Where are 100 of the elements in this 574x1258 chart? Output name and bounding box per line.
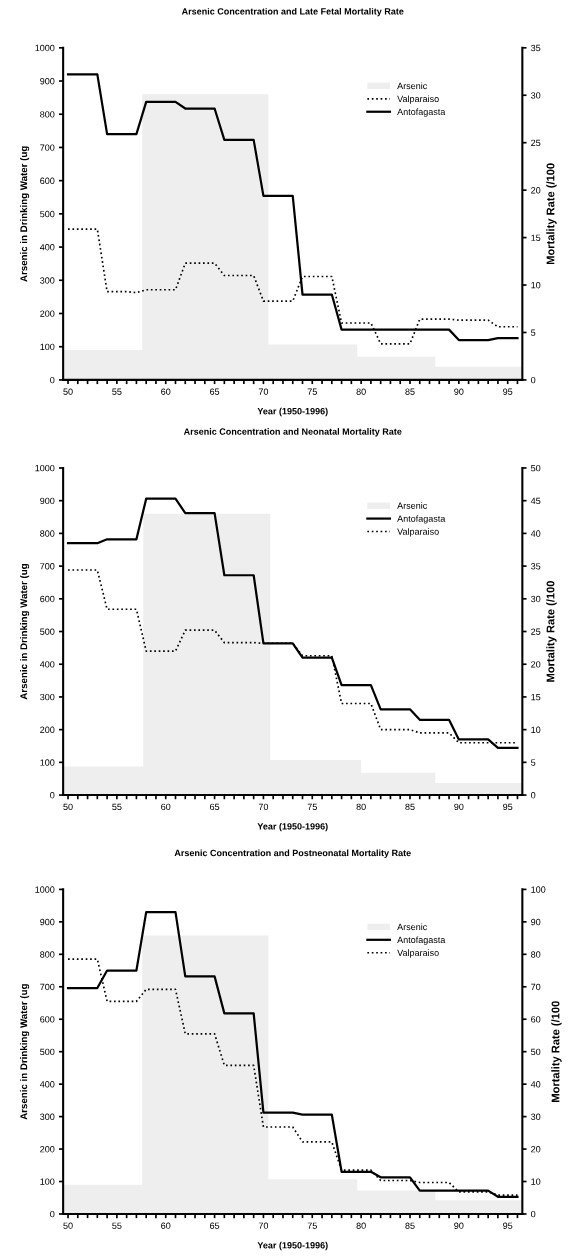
x-tick-label: 65 bbox=[210, 1222, 220, 1229]
y2-tick-label: 15 bbox=[531, 693, 541, 701]
y-tick-label: 400 bbox=[39, 244, 55, 251]
y2-tick-label: 45 bbox=[530, 497, 541, 505]
x-tick-label: 60 bbox=[161, 388, 171, 395]
x-tick-label: 85 bbox=[405, 1222, 415, 1229]
y-tick-label: 800 bbox=[40, 111, 55, 118]
y-tick-label: 200 bbox=[40, 726, 55, 733]
y2-tick-label: 35 bbox=[531, 563, 541, 570]
x-tick-label: 80 bbox=[356, 388, 366, 395]
y2-tick-label: 0 bbox=[531, 1210, 536, 1218]
y-tick-label: 400 bbox=[39, 661, 55, 668]
y-tick-label: 100 bbox=[40, 759, 55, 766]
y2-tick-label: 25 bbox=[531, 139, 541, 147]
y2-tick-label: 30 bbox=[531, 1113, 541, 1120]
x-tick-label: 80 bbox=[356, 1222, 366, 1229]
x-tick-label: 90 bbox=[454, 388, 464, 395]
legend-label: Arsenic bbox=[397, 502, 428, 509]
chart-title: Arsenic Concentration and Late Fetal Mortality Rate bbox=[181, 7, 404, 17]
y2-axis-title: Mortality Rate (/100 bbox=[546, 163, 557, 265]
y-tick-label: 1000 bbox=[35, 886, 55, 893]
x-axis-title: Year (1950-1996) bbox=[257, 822, 328, 832]
x-tick-label: 50 bbox=[63, 803, 73, 811]
y2-tick-label: 0 bbox=[531, 792, 536, 799]
y-tick-label: 600 bbox=[40, 595, 55, 603]
y-tick-label: 300 bbox=[40, 693, 55, 701]
y-tick-label: 400 bbox=[39, 1081, 55, 1088]
x-tick-label: 75 bbox=[307, 388, 317, 395]
y-tick-label: 0 bbox=[50, 792, 55, 799]
y-tick-label: 700 bbox=[40, 144, 55, 151]
x-tick-label: 70 bbox=[258, 1222, 269, 1229]
x-tick-label: 75 bbox=[307, 803, 317, 811]
y-tick-label: 200 bbox=[40, 1146, 55, 1153]
y2-tick-label: 15 bbox=[531, 234, 541, 241]
x-tick-label: 55 bbox=[112, 1222, 122, 1229]
x-tick-label: 70 bbox=[258, 388, 269, 395]
legend-label: Antofagasta bbox=[397, 108, 446, 117]
y2-axis-title: Mortality Rate (/100 bbox=[551, 1001, 562, 1102]
y-tick-label: 1000 bbox=[35, 44, 55, 52]
x-tick-label: 70 bbox=[258, 803, 269, 811]
legend-label: Antofagasta bbox=[397, 936, 446, 945]
y-tick-label: 800 bbox=[40, 530, 55, 537]
y-tick-label: 700 bbox=[40, 983, 55, 991]
legend-label: Arsenic bbox=[397, 923, 428, 931]
y-tick-label: 100 bbox=[40, 343, 55, 351]
x-tick-label: 50 bbox=[63, 388, 73, 395]
y-tick-label: 100 bbox=[40, 1178, 55, 1185]
x-tick-label: 75 bbox=[307, 1222, 317, 1229]
y-tick-label: 900 bbox=[40, 918, 55, 926]
y-axis-title: Arsenic in Drinking Water (ug bbox=[20, 146, 30, 282]
y2-tick-label: 80 bbox=[531, 951, 541, 958]
line-series bbox=[66, 73, 519, 342]
y2-tick-label: 20 bbox=[531, 661, 541, 668]
y-tick-label: 900 bbox=[40, 77, 55, 85]
y2-tick-label: 50 bbox=[531, 1048, 541, 1056]
x-tick-label: 60 bbox=[161, 1222, 171, 1229]
legend-label: Valparaiso bbox=[397, 95, 439, 104]
y2-tick-label: 5 bbox=[531, 329, 536, 336]
legend-label: Valparaiso bbox=[397, 528, 439, 537]
line-series bbox=[66, 497, 519, 750]
x-tick-label: 85 bbox=[405, 803, 415, 811]
y-tick-label: 800 bbox=[40, 951, 55, 958]
y2-tick-label: 30 bbox=[531, 92, 541, 99]
y-tick-label: 1000 bbox=[35, 464, 55, 472]
y2-tick-label: 30 bbox=[531, 595, 541, 603]
y-axis-title: Arsenic in Drinking Water (ug bbox=[20, 984, 30, 1120]
y2-tick-label: 10 bbox=[531, 726, 541, 733]
x-tick-label: 80 bbox=[356, 803, 366, 811]
y2-tick-label: 100 bbox=[531, 886, 546, 893]
x-tick-label: 65 bbox=[210, 803, 220, 811]
y-tick-label: 200 bbox=[40, 310, 55, 317]
y2-tick-label: 40 bbox=[530, 530, 541, 537]
legend-label: Valparaiso bbox=[397, 949, 439, 958]
y2-tick-label: 60 bbox=[531, 1016, 541, 1023]
y-tick-label: 700 bbox=[40, 563, 55, 570]
x-tick-label: 60 bbox=[161, 803, 171, 811]
chart-title: Arsenic Concentration and Postneonatal Mortality Rate bbox=[174, 849, 411, 858]
y-tick-label: 0 bbox=[50, 1210, 55, 1218]
y-tick-label: 600 bbox=[40, 1016, 55, 1023]
y2-tick-label: 5 bbox=[531, 759, 536, 766]
y-tick-label: 900 bbox=[40, 497, 55, 505]
y2-axis-title: Mortality Rate (/100 bbox=[546, 581, 557, 682]
y2-tick-label: 20 bbox=[531, 187, 541, 194]
x-axis-title: Year (1950-1996) bbox=[257, 1241, 328, 1251]
y2-tick-label: 70 bbox=[531, 983, 541, 991]
x-tick-label: 85 bbox=[405, 388, 415, 395]
y2-tick-label: 50 bbox=[531, 464, 541, 472]
y2-tick-label: 35 bbox=[531, 44, 541, 52]
y2-tick-label: 90 bbox=[531, 918, 541, 926]
y-tick-label: 500 bbox=[40, 628, 55, 635]
y-tick-label: 500 bbox=[40, 210, 55, 218]
y2-tick-label: 10 bbox=[531, 281, 541, 289]
x-tick-label: 50 bbox=[63, 1222, 73, 1229]
y-tick-label: 300 bbox=[40, 1113, 55, 1120]
y2-tick-label: 10 bbox=[531, 1178, 541, 1185]
chart-title: Arsenic Concentration and Neonatal Mortality Rate bbox=[183, 428, 402, 437]
y-tick-label: 300 bbox=[40, 277, 55, 284]
legend-label: Arsenic bbox=[397, 82, 428, 90]
y-tick-label: 500 bbox=[40, 1048, 55, 1056]
x-tick-label: 90 bbox=[454, 1222, 464, 1229]
